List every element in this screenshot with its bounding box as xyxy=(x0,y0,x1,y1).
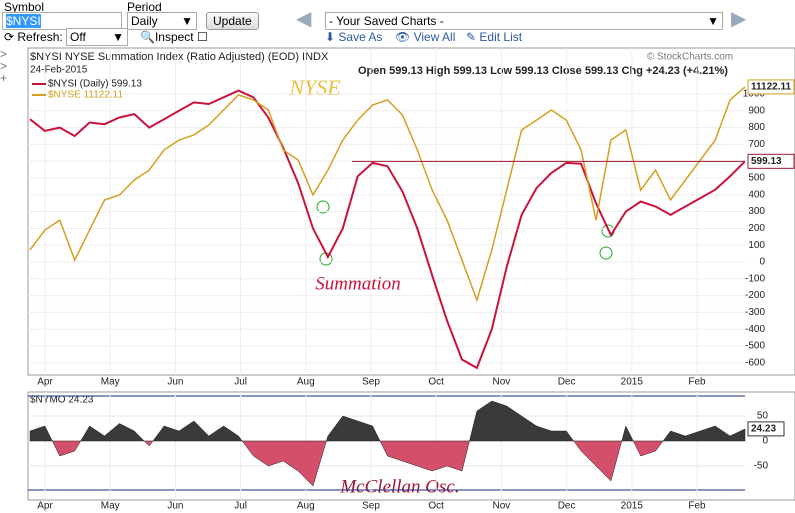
y-tick-label: 200 xyxy=(748,223,765,234)
legend-label: $NYSE 11122.11 xyxy=(48,90,123,101)
symbol-input[interactable]: $NYSI xyxy=(2,12,122,30)
quote: Open 599.13 High 599.13 Low 599.13 Close… xyxy=(358,65,728,77)
symbol-label: Symbol xyxy=(4,0,45,14)
y-tick-label: 0 xyxy=(762,436,768,447)
main-date: 24-Feb-2015 xyxy=(30,65,88,76)
oscillator-area xyxy=(29,400,746,487)
y-tick-label: 900 xyxy=(748,105,765,116)
last-value-label: 24.23 xyxy=(751,424,776,435)
x-tick-label: Oct xyxy=(428,501,444,512)
lower-panel xyxy=(27,391,795,501)
last-value-box xyxy=(747,79,795,95)
lower-title: $NYMO 24.23 xyxy=(30,395,94,406)
main-title: $NYSI NYSE Summation Index (Ratio Adjust… xyxy=(30,51,329,63)
y-tick-label: 300 xyxy=(748,206,765,217)
x-tick-label: Sep xyxy=(362,377,380,388)
highlight-circle xyxy=(599,246,613,260)
y-tick-label: 100 xyxy=(748,240,765,251)
y-tick-label: -200 xyxy=(745,290,765,301)
x-tick-label: May xyxy=(101,501,120,512)
mcclellan-annotation: McClellan Osc. xyxy=(339,476,459,497)
x-tick-label: Feb xyxy=(688,377,706,388)
y-tick-label: -400 xyxy=(745,324,765,335)
view-all[interactable]: 👁 View All xyxy=(395,30,456,44)
period-label: Period xyxy=(127,0,162,14)
x-tick-label: Jul xyxy=(234,377,247,388)
edit-list[interactable]: ✎ Edit List xyxy=(466,30,523,44)
save-as-text: Save As xyxy=(338,30,383,44)
series-line xyxy=(29,89,745,370)
y-tick-label: -100 xyxy=(745,273,765,284)
x-tick-label: 2015 xyxy=(621,377,644,388)
view-all-text: View All xyxy=(413,30,456,44)
x-tick-label: Nov xyxy=(493,501,511,512)
last-value-label: 599.13 xyxy=(751,156,782,167)
next-arrow[interactable]: ▶ xyxy=(731,8,747,30)
saved-charts-select[interactable]: - Your Saved Charts - ▼ xyxy=(325,12,723,30)
last-value-label: 11122.11 xyxy=(751,82,791,93)
x-tick-label: Apr xyxy=(37,501,53,512)
x-tick-label: Oct xyxy=(428,377,444,388)
x-tick-label: Jul xyxy=(234,501,247,512)
x-tick-label: Aug xyxy=(297,501,315,512)
y-tick-label: -50 xyxy=(754,461,769,472)
period-select[interactable]: Daily ▼ xyxy=(127,12,197,30)
plot xyxy=(29,86,745,370)
credit: © StockCharts.com xyxy=(647,52,733,63)
y-tick-label: -500 xyxy=(745,341,765,352)
y-tick-label: 700 xyxy=(748,139,765,150)
x-tick-label: May xyxy=(101,377,120,388)
save-as[interactable]: ⬇ Save As xyxy=(325,30,383,44)
refresh-value: Off xyxy=(70,30,86,44)
x-tick-label: Jun xyxy=(167,377,183,388)
saved-charts-text: - Your Saved Charts - xyxy=(329,14,444,28)
inspect[interactable]: 🔍Inspect ☐ xyxy=(140,30,208,44)
highlight-circle xyxy=(316,200,330,214)
x-tick-label: Sep xyxy=(362,501,380,512)
edit-list-text: Edit List xyxy=(479,30,523,44)
sidebar-icons[interactable]: > > + xyxy=(0,47,8,85)
y-tick-label: 0 xyxy=(759,257,765,268)
y-tick-label: 500 xyxy=(748,173,765,184)
y-tick-label: 800 xyxy=(748,122,765,133)
y-tick-label: 400 xyxy=(748,189,765,200)
inspect-text: Inspect xyxy=(154,30,194,44)
x-tick-label: Jun xyxy=(167,501,183,512)
series-line xyxy=(29,86,745,303)
prev-arrow[interactable]: ◀ xyxy=(296,8,312,30)
x-tick-label: Dec xyxy=(558,377,576,388)
refresh-select[interactable]: Off ▼ xyxy=(66,28,128,46)
y-tick-label: 50 xyxy=(757,411,769,422)
symbol-text: $NYSI xyxy=(6,14,41,28)
x-tick-label: Aug xyxy=(297,377,315,388)
nyse-annotation: NYSE xyxy=(288,75,341,100)
x-tick-label: 2015 xyxy=(621,501,644,512)
refresh-label: ⟳ Refresh: xyxy=(4,30,63,44)
period-text: Daily xyxy=(131,14,158,28)
y-tick-label: -600 xyxy=(745,357,765,368)
refresh-text: Refresh: xyxy=(17,30,63,44)
last-value-box xyxy=(747,153,795,169)
x-tick-label: Feb xyxy=(688,501,706,512)
x-tick-label: Dec xyxy=(558,501,576,512)
summation-annotation: Summation xyxy=(315,273,401,294)
last-value-box xyxy=(747,421,785,437)
update-button[interactable]: Update xyxy=(206,12,259,30)
x-tick-label: Apr xyxy=(37,377,53,388)
x-tick-label: Nov xyxy=(493,377,511,388)
y-tick-label: -300 xyxy=(745,307,765,318)
legend-label: $NYSI (Daily) 599.13 xyxy=(48,79,142,90)
